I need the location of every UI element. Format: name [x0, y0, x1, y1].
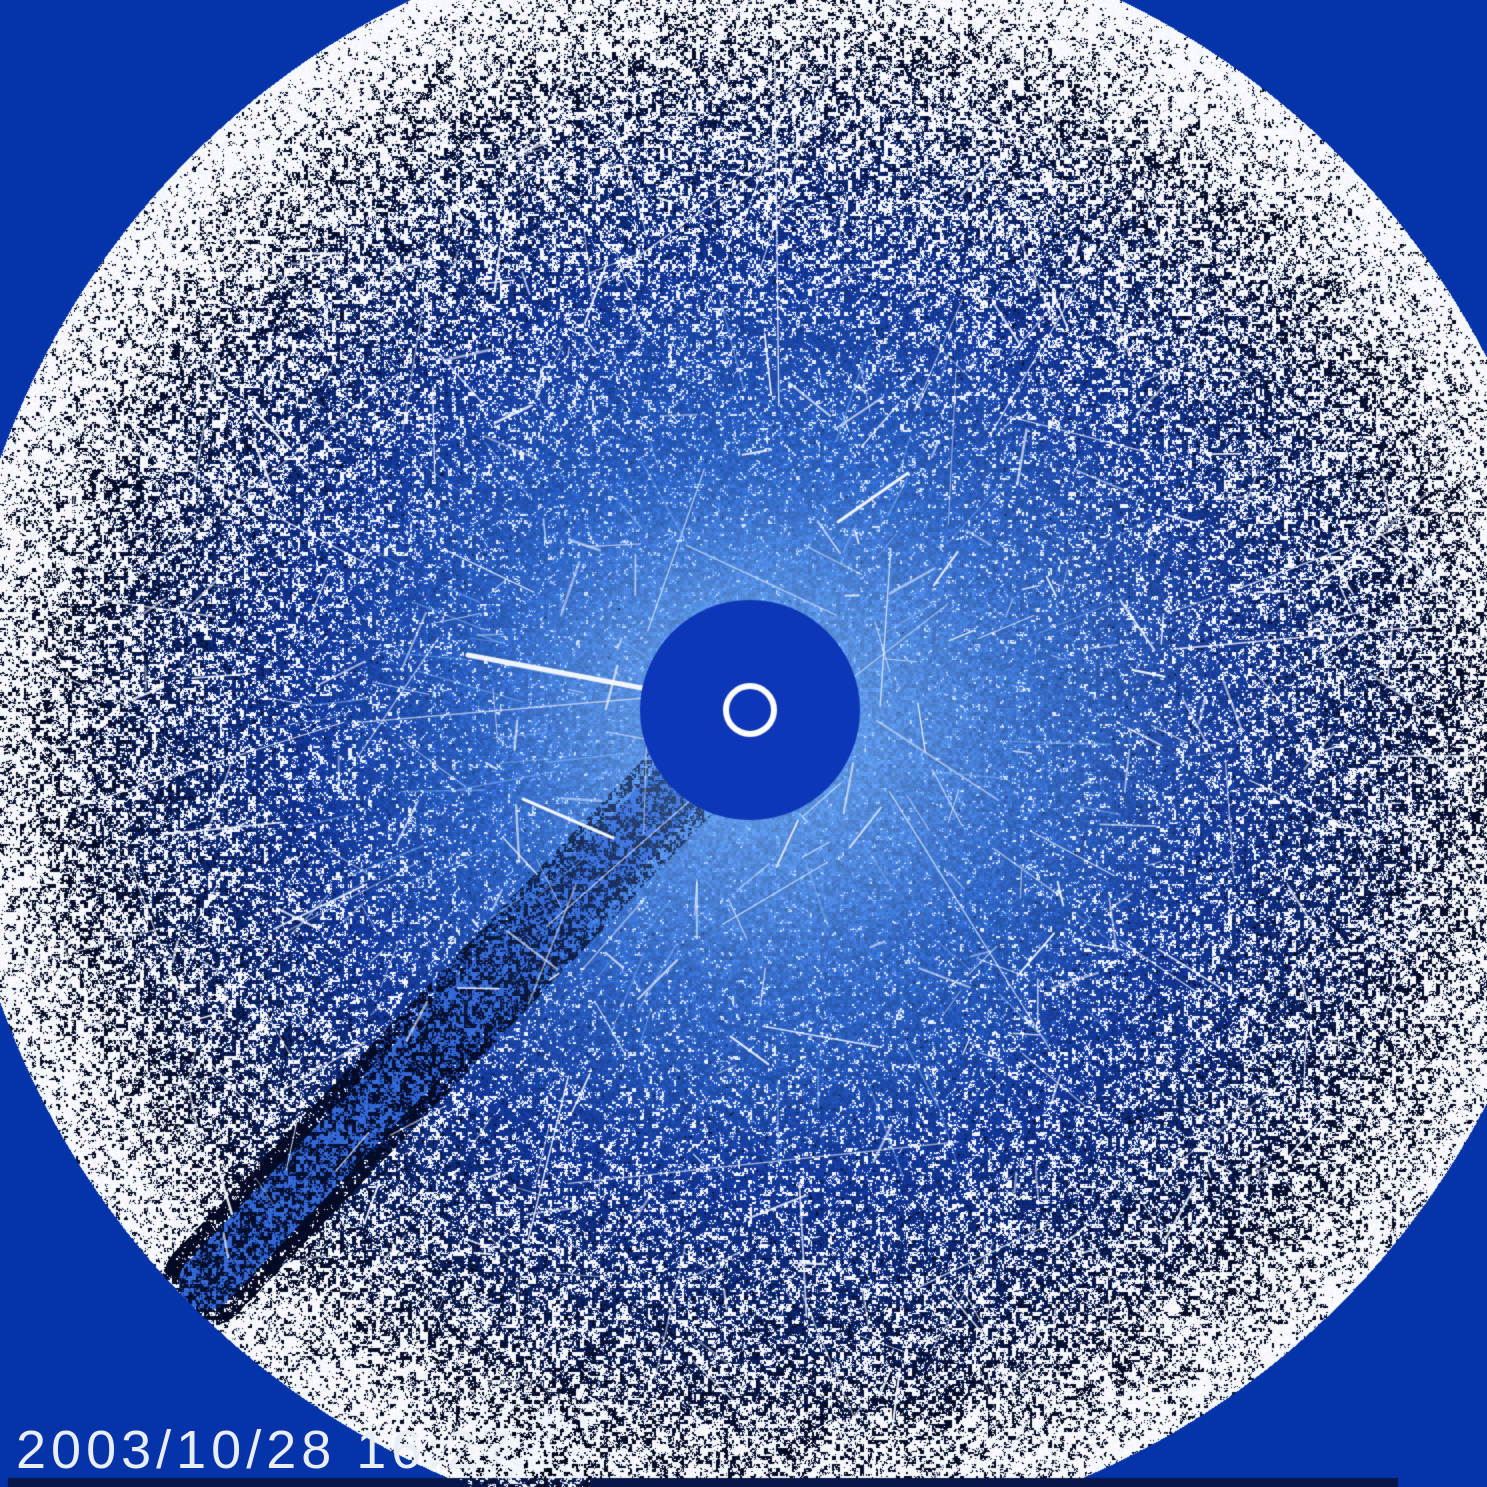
timestamp-label: 2003/10/28 16:27: [16, 1420, 517, 1480]
